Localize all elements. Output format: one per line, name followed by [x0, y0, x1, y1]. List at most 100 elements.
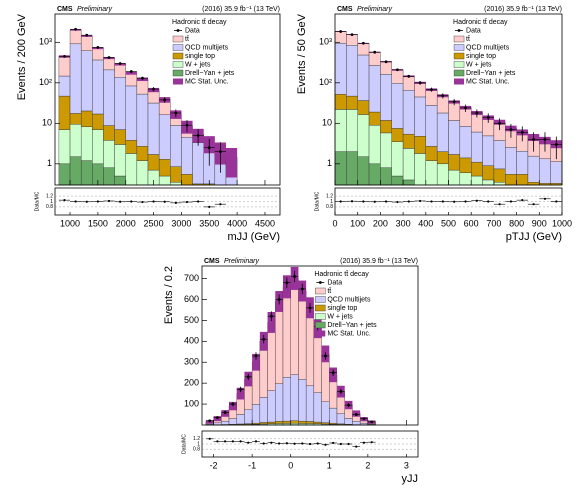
stack-segment	[391, 83, 404, 129]
ratio-point	[208, 437, 211, 440]
legend-key	[172, 35, 184, 43]
stack-segment	[357, 156, 370, 186]
data-point	[361, 41, 365, 45]
legend-key	[454, 78, 465, 85]
data-point	[520, 130, 524, 134]
y-tick-label: 10³	[319, 37, 332, 47]
stack-segment	[69, 43, 82, 114]
stack-segment	[344, 418, 353, 425]
stack-segment	[459, 157, 472, 174]
stack-segment	[290, 420, 299, 424]
ratio-point	[219, 203, 222, 206]
stack-segment	[282, 376, 291, 422]
stack-segment	[305, 307, 315, 387]
ratio-point	[278, 442, 281, 445]
stack-segment	[69, 113, 82, 125]
stack-segment	[114, 64, 126, 78]
data-point	[185, 123, 189, 127]
data-point	[452, 100, 456, 104]
ratio-point	[350, 200, 354, 203]
stack-segment	[267, 421, 276, 424]
panel	[205, 266, 376, 426]
y-tick-label: 1	[47, 158, 52, 168]
stack-segment	[313, 392, 322, 423]
stack-segment	[290, 278, 299, 375]
stack-segment	[213, 422, 222, 425]
stack-segment	[414, 136, 427, 154]
stack-segment	[170, 125, 182, 167]
ratio-point	[308, 442, 312, 446]
stack-segment	[380, 61, 392, 75]
legend-label: MC Stat. Unc.	[185, 78, 229, 85]
data-point	[208, 419, 212, 423]
stack-segment	[158, 159, 171, 177]
stack-segment	[125, 153, 138, 186]
stack-segment	[493, 168, 506, 183]
plot-frame	[201, 265, 419, 426]
stack-segment	[125, 72, 138, 87]
data-point	[430, 88, 433, 91]
ratio-tick-label: 0.8	[326, 204, 333, 210]
legend-title: Hadronic tt̄ decay	[453, 18, 508, 26]
stack-segment	[402, 76, 415, 91]
ratio-y-label: Data/MC	[314, 191, 320, 211]
x-tick-label: 3000	[171, 218, 191, 228]
stack-segment	[103, 140, 115, 168]
legend-label: W + jets	[185, 61, 211, 68]
data-point	[362, 417, 366, 421]
stack-segment	[402, 179, 415, 186]
stack-segment	[298, 420, 307, 424]
stack-segment	[58, 56, 71, 77]
stack-segment	[92, 59, 104, 115]
stack-segment	[221, 420, 230, 425]
stack-segment	[539, 158, 551, 184]
stack-segment	[313, 421, 322, 424]
stack-segment	[80, 160, 93, 186]
ratio-point	[332, 441, 335, 445]
legend-key	[172, 44, 184, 51]
stack-segment	[305, 421, 315, 424]
x-tick-label: 700	[486, 218, 501, 228]
ratio-point	[254, 440, 258, 443]
ratio-point	[464, 200, 467, 203]
x-tick-label: 900	[532, 218, 547, 228]
y-tick-label: 500	[184, 315, 199, 325]
data-point	[354, 413, 358, 416]
stack-segment	[425, 105, 438, 147]
stack-segment	[368, 124, 381, 165]
stack-segment	[359, 422, 369, 426]
y-tick-label: 10³	[39, 37, 52, 47]
legend-key	[453, 52, 465, 60]
y-tick-label: 300	[184, 357, 199, 367]
stack-segment	[92, 113, 104, 130]
ratio-tick-label: 0.8	[46, 204, 53, 210]
data-point	[196, 134, 200, 137]
stack-segment	[259, 397, 268, 423]
data-point	[107, 56, 111, 59]
stack-segment	[380, 132, 392, 168]
stack-segment	[336, 413, 345, 425]
ratio-point	[231, 440, 234, 443]
stack-segment	[114, 144, 126, 177]
ratio-point	[152, 200, 155, 203]
mc-unc-band	[225, 147, 238, 178]
x-tick-label: -1	[248, 460, 256, 470]
data-point	[464, 106, 467, 110]
data-point	[498, 121, 501, 125]
stack-segment	[346, 95, 358, 110]
ratio-tick-label: 1	[330, 199, 333, 205]
stack-segment	[425, 160, 438, 186]
stack-segment	[402, 90, 415, 135]
data-point	[219, 150, 222, 154]
stack-segment	[298, 379, 307, 422]
data-point	[262, 337, 266, 341]
stack-segment	[136, 93, 149, 147]
stack-segment	[505, 174, 517, 186]
ratio-point	[197, 200, 200, 203]
stack-segment	[352, 421, 361, 425]
data-point	[152, 87, 155, 91]
ratio-point	[487, 200, 490, 203]
legend-key	[453, 69, 465, 77]
stack-segment	[329, 407, 338, 424]
lumi: (2016) 35.9 fb⁻¹ (13 TeV)	[202, 6, 280, 13]
